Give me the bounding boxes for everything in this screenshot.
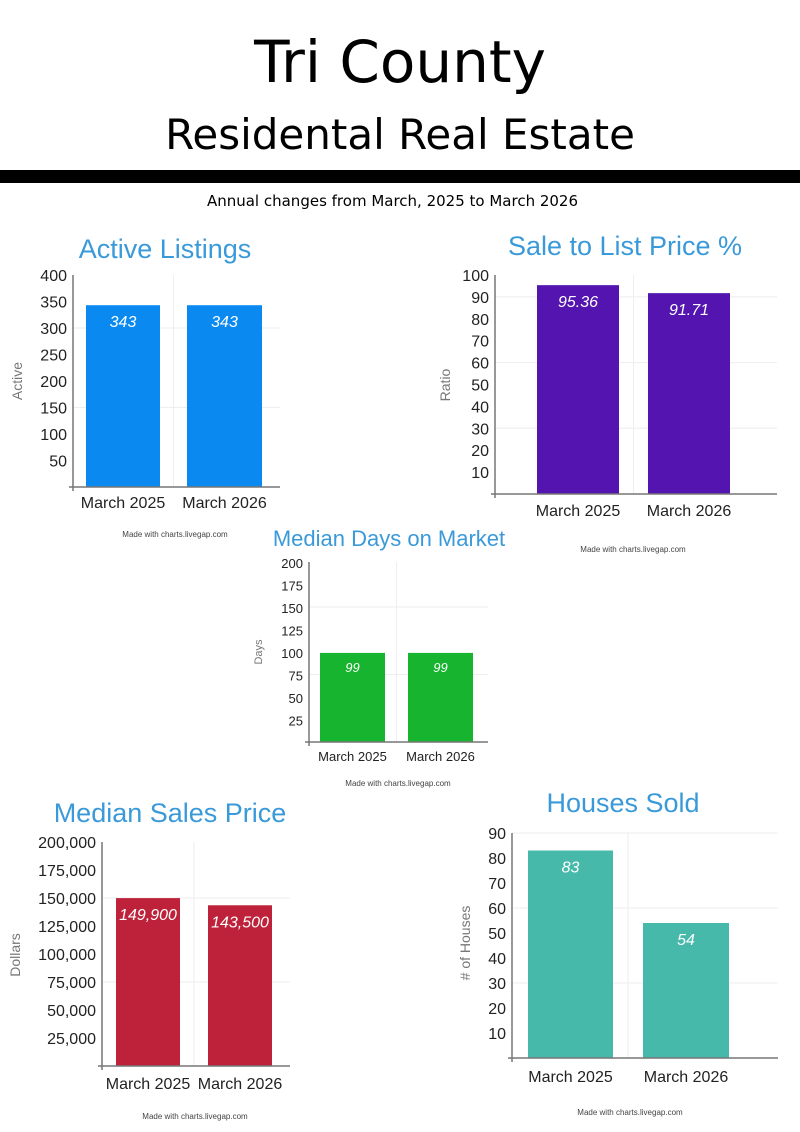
chart-credit: Made with charts.livegap.com bbox=[580, 545, 686, 554]
y-axis-label: Active bbox=[9, 362, 25, 400]
x-tick-label: March 2025 bbox=[528, 1069, 613, 1086]
chart-credit: Made with charts.livegap.com bbox=[122, 530, 228, 539]
y-tick-label: 150,000 bbox=[38, 891, 96, 908]
chart-title: Median Days on Market bbox=[273, 526, 505, 551]
y-tick-label: 30 bbox=[471, 421, 489, 438]
y-tick-label: 50 bbox=[488, 926, 506, 943]
bar-value-label: 91.71 bbox=[669, 302, 709, 319]
bar-value-label: 343 bbox=[211, 314, 238, 331]
page-subtitle: Residental Real Estate bbox=[165, 110, 635, 159]
x-tick-label: March 2026 bbox=[647, 503, 732, 520]
bar bbox=[86, 305, 160, 487]
y-tick-label: 25 bbox=[289, 714, 303, 729]
y-tick-label: 25,000 bbox=[47, 1031, 96, 1048]
bar-value-label: 343 bbox=[110, 314, 137, 331]
bar bbox=[187, 305, 262, 487]
chart-credit: Made with charts.livegap.com bbox=[577, 1108, 683, 1117]
title-divider bbox=[0, 170, 800, 183]
y-tick-label: 30 bbox=[488, 976, 506, 993]
x-tick-label: March 2026 bbox=[182, 495, 267, 512]
page-title: Tri County bbox=[254, 28, 546, 96]
y-tick-label: 50,000 bbox=[47, 1003, 96, 1020]
y-tick-label: 350 bbox=[40, 295, 67, 312]
x-tick-label: March 2025 bbox=[318, 749, 387, 764]
y-tick-label: 150 bbox=[40, 401, 67, 418]
y-tick-label: 90 bbox=[471, 290, 489, 307]
bar bbox=[208, 905, 272, 1066]
bar bbox=[320, 652, 385, 742]
y-tick-label: 200 bbox=[281, 556, 303, 571]
y-tick-label: 10 bbox=[488, 1026, 506, 1043]
y-tick-label: 50 bbox=[471, 378, 489, 395]
y-tick-label: 400 bbox=[40, 268, 67, 285]
bar-value-label: 143,500 bbox=[211, 914, 269, 931]
x-tick-label: March 2026 bbox=[198, 1076, 283, 1093]
y-tick-label: 125,000 bbox=[38, 919, 96, 936]
bar-value-label: 54 bbox=[677, 932, 695, 949]
bar bbox=[537, 285, 619, 494]
y-tick-label: 50 bbox=[49, 454, 67, 471]
bar-value-label: 99 bbox=[433, 660, 447, 675]
y-tick-label: 100 bbox=[462, 268, 489, 285]
bar-value-label: 95.36 bbox=[558, 294, 598, 311]
y-tick-label: 250 bbox=[40, 348, 67, 365]
y-tick-label: 175 bbox=[281, 579, 303, 594]
bar-value-label: 83 bbox=[562, 860, 580, 877]
y-tick-label: 75 bbox=[289, 669, 303, 684]
chart-5: Houses Sold 83 March 2025 54 March 2026 10 20 3… bbox=[457, 788, 778, 1117]
bar bbox=[643, 923, 729, 1058]
y-tick-label: 60 bbox=[488, 901, 506, 918]
bar bbox=[408, 652, 473, 742]
chart-4: Median Sales Price 149,900 March 2025 143,5… bbox=[7, 798, 290, 1121]
y-tick-label: 90 bbox=[488, 826, 506, 843]
y-tick-label: 100 bbox=[40, 427, 67, 444]
y-tick-label: 150 bbox=[281, 601, 303, 616]
y-tick-label: 100,000 bbox=[38, 947, 96, 964]
chart-title: Active Listings bbox=[79, 234, 252, 264]
y-axis-label: Dollars bbox=[7, 933, 23, 977]
y-tick-label: 200 bbox=[40, 374, 67, 391]
bar-value-label: 149,900 bbox=[119, 907, 177, 924]
chart-2: Sale to List Price % 95.36 March 2025 91.71… bbox=[437, 231, 777, 554]
y-tick-label: 70 bbox=[471, 334, 489, 351]
x-tick-label: March 2025 bbox=[106, 1076, 191, 1093]
chart-title: Sale to List Price % bbox=[508, 231, 742, 261]
chart-credit: Made with charts.livegap.com bbox=[345, 779, 451, 788]
y-tick-label: 80 bbox=[471, 312, 489, 329]
chart-credit: Made with charts.livegap.com bbox=[142, 1112, 248, 1121]
y-tick-label: 80 bbox=[488, 851, 506, 868]
y-axis-label: Days bbox=[253, 639, 265, 665]
bar bbox=[116, 898, 180, 1066]
y-tick-label: 200,000 bbox=[38, 835, 96, 852]
chart-title: Median Sales Price bbox=[54, 798, 287, 828]
y-tick-label: 40 bbox=[488, 951, 506, 968]
bar-value-label: 99 bbox=[345, 660, 359, 675]
chart-title: Houses Sold bbox=[546, 788, 699, 818]
y-tick-label: 125 bbox=[281, 624, 303, 639]
x-tick-label: March 2025 bbox=[536, 503, 621, 520]
bar bbox=[648, 293, 730, 494]
y-axis-label: Ratio bbox=[437, 368, 453, 401]
page-caption: Annual changes from March, 2025 to March… bbox=[206, 192, 579, 210]
y-tick-label: 75,000 bbox=[47, 975, 96, 992]
x-tick-label: March 2025 bbox=[81, 495, 166, 512]
chart-1: Active Listings 343 March 2025 343 March 202… bbox=[9, 234, 280, 539]
y-tick-label: 300 bbox=[40, 321, 67, 338]
bar bbox=[528, 850, 613, 1058]
x-tick-label: March 2026 bbox=[406, 749, 475, 764]
chart-3: Median Days on Market 99 March 2025 99 March… bbox=[253, 526, 505, 788]
y-tick-label: 70 bbox=[488, 876, 506, 893]
y-tick-label: 10 bbox=[471, 465, 489, 482]
y-tick-label: 40 bbox=[471, 399, 489, 416]
y-tick-label: 60 bbox=[471, 356, 489, 373]
y-tick-label: 50 bbox=[289, 691, 303, 706]
y-tick-label: 20 bbox=[471, 443, 489, 460]
y-tick-label: 20 bbox=[488, 1001, 506, 1018]
y-tick-label: 175,000 bbox=[38, 863, 96, 880]
y-axis-label: # of Houses bbox=[457, 906, 473, 981]
x-tick-label: March 2026 bbox=[644, 1069, 729, 1086]
y-tick-label: 100 bbox=[281, 646, 303, 661]
